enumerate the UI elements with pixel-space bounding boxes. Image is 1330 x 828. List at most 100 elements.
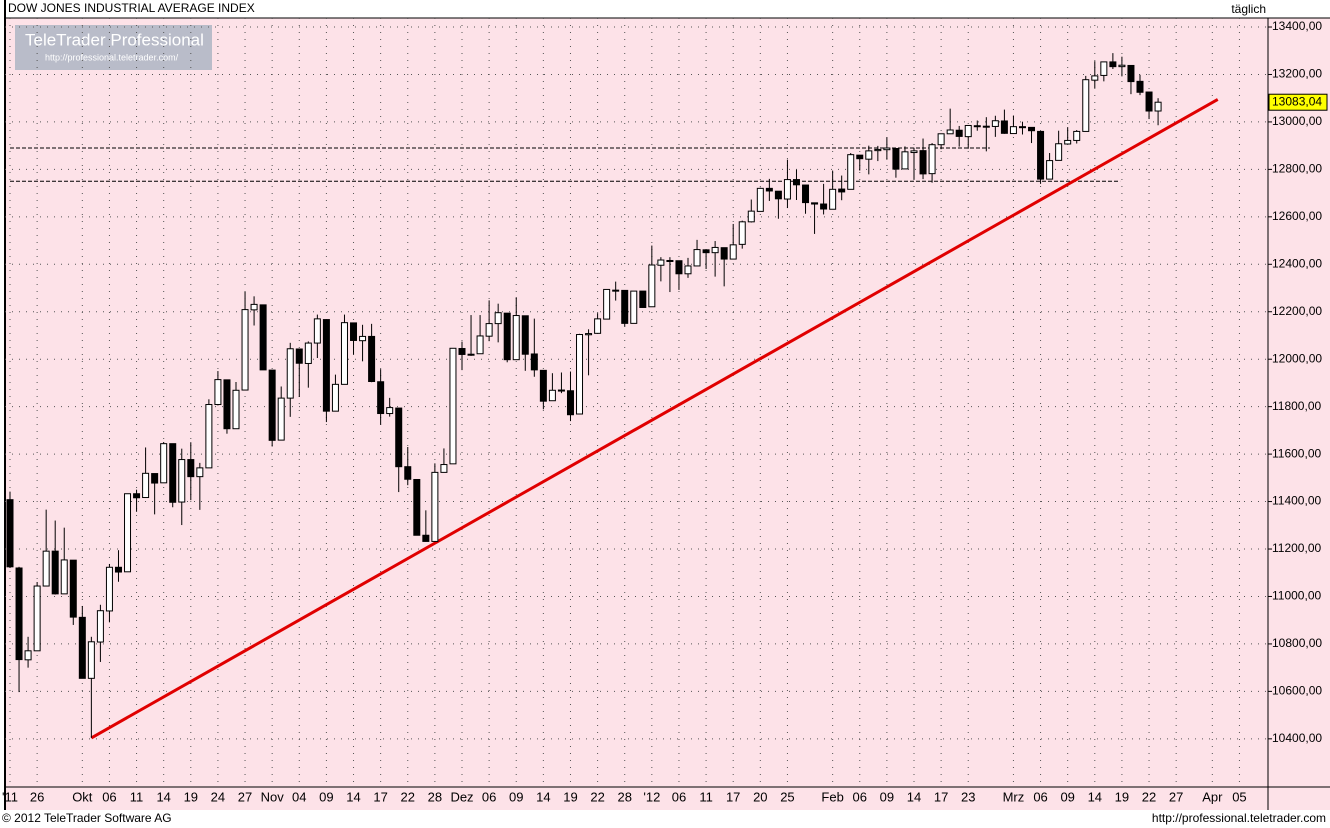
candle-body: [476, 335, 484, 355]
candle-body: [811, 202, 819, 205]
candle-body: [494, 312, 502, 325]
candle-body: [87, 641, 95, 679]
candle-body: [973, 125, 981, 128]
candle-body: [838, 188, 846, 193]
candle-body: [1100, 61, 1108, 76]
x-tick-label: 26: [30, 789, 44, 804]
plot-bg: [5, 18, 1330, 810]
candle-body: [440, 464, 448, 473]
candle-body: [729, 244, 737, 260]
candle-body: [964, 124, 972, 138]
candle-body: [331, 383, 339, 412]
candle-body: [783, 179, 791, 200]
candle-body: [720, 247, 728, 260]
last-price-label: 13083,04: [1272, 94, 1322, 108]
footer-right: http://professional.teletrader.com: [1152, 811, 1326, 825]
candle-body: [1055, 143, 1063, 161]
x-tick-label: 09: [319, 789, 333, 804]
x-tick-label: 22: [590, 789, 604, 804]
candle-body: [566, 390, 574, 416]
candle-body: [169, 443, 177, 503]
x-tick-label: 06: [102, 789, 116, 804]
x-tick-label: 19: [563, 789, 577, 804]
y-tick-label: 11200,00: [1272, 541, 1321, 555]
x-tick-label: 27: [238, 789, 252, 804]
candle-body: [232, 389, 240, 430]
candle-body: [304, 342, 312, 364]
candle-body: [711, 246, 719, 254]
x-tick-label: 06: [1033, 789, 1047, 804]
candle-body: [901, 151, 909, 170]
watermark-box: [15, 25, 212, 70]
candle-body: [259, 304, 267, 371]
candle-body: [612, 289, 620, 292]
candle-body: [449, 347, 457, 465]
candle-body: [883, 147, 891, 151]
footer-left: © 2012 TeleTrader Software AG: [2, 811, 172, 825]
x-tick-label: Okt: [72, 789, 93, 804]
candle-body: [6, 499, 14, 568]
candle-body: [603, 288, 611, 320]
candle-body: [557, 389, 565, 392]
chart-title: DOW JONES INDUSTRIAL AVERAGE INDEX: [8, 1, 255, 15]
candle-body: [404, 466, 412, 480]
candle-body: [910, 150, 918, 154]
period: täglich: [1231, 2, 1266, 16]
x-tick-label: 28: [428, 789, 442, 804]
candle-body: [666, 259, 674, 262]
candle-body: [15, 567, 23, 661]
y-tick-label: 12400,00: [1272, 256, 1322, 270]
candle-body: [539, 369, 547, 402]
x-tick-label: 05: [1232, 789, 1246, 804]
candle-body: [621, 289, 629, 324]
candle-body: [268, 369, 276, 441]
candle-body: [530, 353, 538, 371]
candle-body: [250, 303, 258, 311]
candle-body: [151, 473, 159, 484]
candle-body: [1091, 75, 1099, 81]
candle-body: [639, 290, 647, 308]
x-tick-label: 22: [1142, 789, 1156, 804]
candle-body: [286, 348, 294, 399]
candle-body: [1109, 61, 1117, 68]
x-tick-label: 11: [130, 789, 144, 804]
candle-body: [340, 322, 348, 385]
candle-body: [765, 187, 773, 192]
y-tick-label: 11400,00: [1272, 494, 1321, 508]
x-tick-label: 06: [482, 789, 496, 804]
y-tick-label: 11800,00: [1272, 399, 1321, 413]
candle-body: [178, 459, 186, 503]
candle-body: [1009, 126, 1017, 135]
x-tick-label: 06: [672, 789, 686, 804]
candle-body: [1154, 101, 1162, 112]
candle-body: [187, 459, 195, 478]
candle-body: [756, 187, 764, 212]
candle-body: [196, 467, 204, 478]
x-tick-label: 25: [780, 789, 794, 804]
y-tick-label: 11600,00: [1272, 446, 1321, 460]
x-tick-label: 19: [184, 789, 198, 804]
candle-body: [1145, 91, 1153, 112]
candle-body: [205, 404, 213, 469]
x-tick-label: 14: [1088, 789, 1102, 804]
x-tick-label: Dez: [450, 789, 473, 804]
x-tick-label: 17: [934, 789, 948, 804]
candle-body: [774, 190, 782, 200]
x-tick-label: 09: [509, 789, 523, 804]
y-tick-label: 13000,00: [1272, 114, 1322, 128]
x-tick-label: 20: [753, 789, 767, 804]
candle-body: [395, 407, 403, 468]
candle-body: [24, 650, 32, 661]
x-tick-label: 14: [536, 789, 550, 804]
candle-body: [1136, 80, 1144, 93]
candle-body: [919, 150, 927, 175]
candle-body: [431, 471, 439, 542]
candle-body: [928, 144, 936, 175]
candle-body: [747, 210, 755, 223]
candle-body: [1046, 160, 1054, 180]
candle-body: [548, 389, 556, 402]
candle-body: [142, 472, 150, 499]
candle-body: [675, 260, 683, 275]
candle-body: [829, 188, 837, 210]
candle-body: [937, 133, 945, 146]
